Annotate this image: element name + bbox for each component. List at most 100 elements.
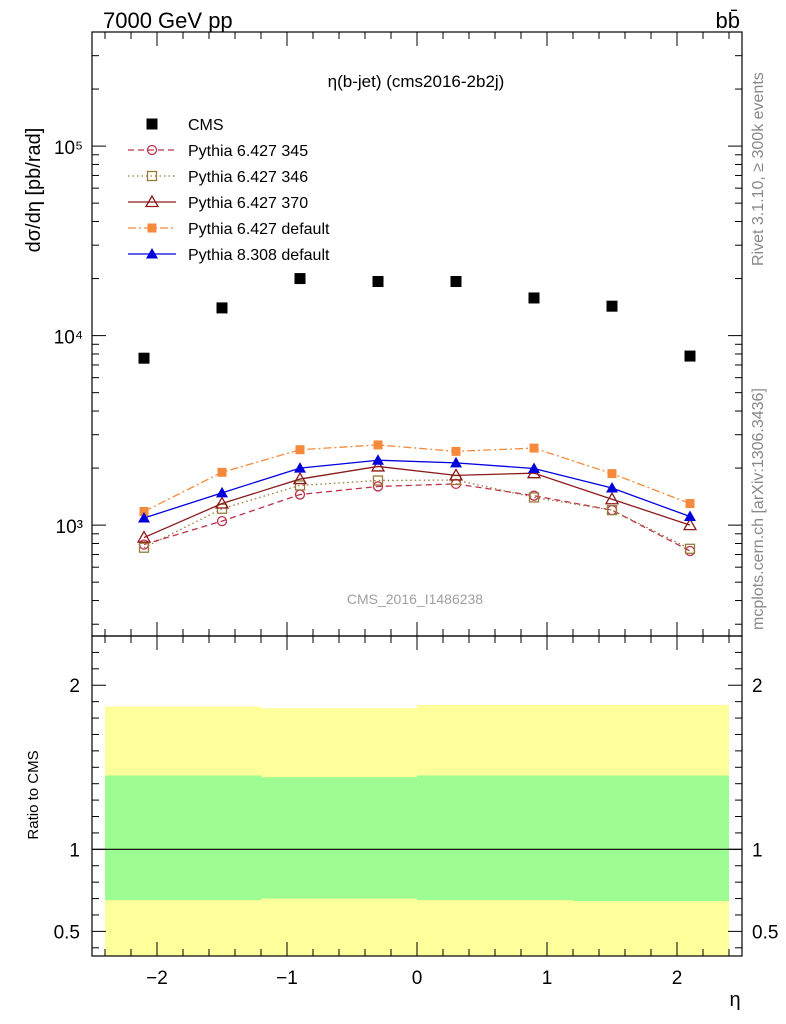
data-point-pythia-6-427-346-shape: [684, 543, 696, 554]
data-point-pythia-6-427-346: [294, 480, 306, 491]
data-point-pythia-6-427-370-shape: [292, 471, 308, 485]
data-point-pythia-6-427-default: [607, 469, 617, 479]
data-point-cms-shape: [294, 273, 306, 285]
ratio-y-tick-label-right: 1: [752, 840, 763, 861]
data-point-pythia-6-427-346: [216, 503, 228, 514]
data-point-pythia-6-427-default-shape: [217, 467, 227, 477]
data-point-pythia-6-427-370: [292, 471, 308, 485]
legend-marker-pythia-6-427-345-shape: [146, 144, 158, 156]
data-point-pythia-6-427-345: [372, 481, 384, 492]
data-point-pythia-6-427-346-shape: [528, 492, 540, 503]
data-point-pythia-6-427-346: [606, 504, 618, 516]
data-point-pythia-8-308-default: [606, 482, 618, 493]
legend-marker-pythia-6-427-default: [147, 223, 157, 233]
ratio-y-tick-label-right: 0.5: [752, 922, 778, 943]
data-point-pythia-6-427-345-shape: [372, 481, 384, 492]
data-point-pythia-6-427-370: [604, 491, 620, 505]
y-axis-label: dσ/dη [pb/rad]: [23, 128, 45, 253]
legend-label-cms: CMS: [188, 117, 224, 134]
legend-entry-pythia-6-427-370: Pythia 6.427 370: [128, 194, 308, 212]
data-point-pythia-6-427-default: [529, 443, 539, 453]
y-tick-label: 10⁵: [54, 138, 83, 159]
data-point-cms-shape: [216, 302, 228, 314]
data-point-cms-shape: [138, 352, 150, 364]
data-point-pythia-8-308-default: [372, 454, 384, 465]
ratio-y-tick-label-right: 2: [752, 676, 763, 697]
legend-label-pythia-6-427-345: Pythia 6.427 345: [188, 143, 308, 160]
legend-entry-pythia-8-308-default: Pythia 8.308 default: [128, 247, 330, 264]
data-point-pythia-6-427-default: [451, 446, 461, 456]
legend-label-pythia-8-308-default: Pythia 8.308 default: [188, 247, 330, 264]
x-tick-label: 2: [672, 968, 683, 989]
x-tick-label: −1: [276, 968, 298, 989]
data-point-pythia-8-308-default: [216, 486, 228, 498]
data-point-pythia-6-427-345-shape: [216, 515, 228, 527]
data-point-cms: [294, 273, 306, 285]
data-point-cms: [450, 275, 462, 287]
legend-marker-cms-shape: [146, 118, 158, 130]
legend-label-pythia-6-427-default: Pythia 6.427 default: [188, 221, 330, 238]
data-point-pythia-6-427-default: [139, 507, 149, 517]
x-axis-label: η: [729, 989, 740, 1011]
data-point-pythia-6-427-346-shape: [294, 480, 306, 491]
data-point-pythia-6-427-default-shape: [529, 443, 539, 453]
series-line-pythia-8-308-default: [143, 459, 691, 519]
legend-marker-pythia-8-308-default-shape: [146, 248, 158, 259]
legend-marker-pythia-6-427-346: [146, 170, 158, 182]
y-tick-label: 10⁴: [54, 328, 83, 349]
ratio-y-tick-label: 2: [69, 676, 80, 697]
data-point-pythia-6-427-default-shape: [139, 507, 149, 517]
legend-label-pythia-6-427-346: Pythia 6.427 346: [188, 169, 308, 186]
ratio-inner-band-3: [573, 775, 729, 902]
ratio-inner-band-2: [417, 775, 573, 901]
data-point-pythia-8-308-default-shape: [450, 456, 462, 468]
legend-label-pythia-6-427-370: Pythia 6.427 370: [188, 195, 308, 212]
data-point-pythia-6-427-default-shape: [607, 469, 617, 479]
data-point-pythia-6-427-346: [528, 492, 540, 503]
data-point-pythia-6-427-370: [682, 517, 698, 531]
process-label: bb̄: [716, 8, 740, 33]
data-point-pythia-6-427-370: [136, 530, 152, 543]
data-point-pythia-8-308-default: [450, 456, 462, 468]
data-point-cms-shape: [528, 292, 540, 304]
data-point-pythia-6-427-default-shape: [451, 446, 461, 456]
data-point-pythia-6-427-370-shape: [682, 517, 698, 531]
legend-marker-pythia-6-427-370: [144, 194, 160, 208]
data-point-cms-shape: [606, 300, 618, 312]
data-point-pythia-8-308-default-shape: [294, 462, 306, 473]
data-point-pythia-6-427-default: [295, 445, 305, 455]
data-point-pythia-6-427-346-shape: [606, 504, 618, 516]
data-point-cms-shape: [684, 350, 696, 362]
legend-entry-pythia-6-427-345: Pythia 6.427 345: [128, 143, 308, 160]
data-point-pythia-6-427-370: [214, 496, 230, 509]
rivet-label: Rivet 3.1.10, ≥ 300k events: [750, 72, 767, 266]
plot-title: η(b-jet) (cms2016-2b2j): [328, 72, 505, 91]
series-pythia-8-308-default: [138, 454, 696, 523]
x-tick-label: 0: [412, 968, 423, 989]
ratio-y-axis-label: Ratio to CMS: [25, 750, 42, 839]
watermark: CMS_2016_I1486238: [347, 591, 483, 607]
series-line-pythia-6-427-default: [143, 444, 691, 513]
data-point-pythia-6-427-default-shape: [685, 499, 695, 509]
data-point-pythia-6-427-370-shape: [604, 491, 620, 505]
series-cms: [138, 273, 696, 364]
data-point-cms: [606, 300, 618, 312]
data-point-pythia-8-308-default-shape: [684, 510, 696, 522]
data-point-pythia-6-427-370-shape: [448, 468, 464, 481]
series-line-pythia-6-427-370: [143, 465, 691, 539]
data-point-pythia-6-427-370-shape: [370, 459, 386, 472]
data-point-pythia-6-427-370: [370, 459, 386, 472]
mcplots-label: mcplots.cern.ch [arXiv:1306.3436]: [750, 388, 767, 630]
legend-marker-pythia-6-427-346-shape: [146, 170, 158, 182]
data-point-pythia-8-308-default-shape: [528, 462, 540, 473]
data-point-pythia-6-427-346-shape: [138, 542, 150, 553]
legend-entry-pythia-6-427-346: Pythia 6.427 346: [128, 169, 308, 186]
legend-marker-pythia-8-308-default: [146, 248, 158, 259]
data-point-cms: [216, 302, 228, 314]
data-point-pythia-6-427-346-shape: [216, 503, 228, 514]
ratio-y-tick-label: 0.5: [54, 922, 80, 943]
data-point-pythia-6-427-370-shape: [214, 496, 230, 509]
x-tick-label: 1: [542, 968, 553, 989]
data-point-cms: [528, 292, 540, 304]
